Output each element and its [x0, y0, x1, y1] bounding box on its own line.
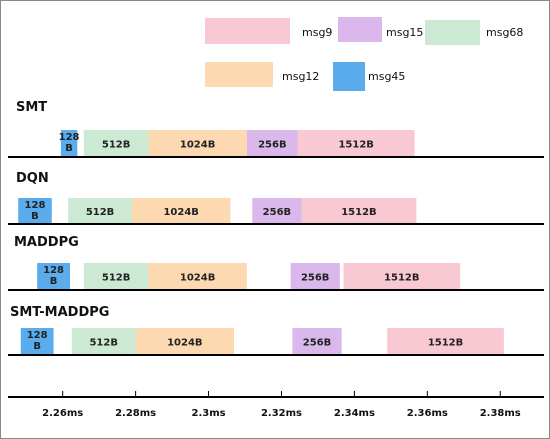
block-msg68 — [68, 198, 132, 224]
block-msg45 — [20, 328, 54, 355]
axis-tick-label: 2.26ms — [42, 408, 83, 419]
block-msg15 — [246, 130, 298, 157]
block-label: B — [33, 341, 41, 352]
block-msg45 — [37, 263, 70, 290]
block-msg12 — [135, 328, 235, 355]
block-msg9 — [297, 130, 415, 157]
legend-label-msg9: msg9 — [302, 26, 332, 39]
block-label: 1512B — [341, 207, 376, 218]
block-msg9 — [343, 263, 461, 290]
block-label: 256B — [303, 338, 332, 349]
block-label: 128 — [27, 330, 48, 341]
block-label: 1024B — [180, 140, 215, 151]
block-msg12 — [148, 263, 247, 290]
block-msg12 — [131, 198, 231, 224]
legend-swatch-msg68 — [425, 20, 480, 45]
block-label: B — [31, 211, 39, 222]
axis-tick-label: 2.34ms — [334, 408, 375, 419]
block-msg68 — [71, 328, 136, 355]
block-label: 256B — [301, 273, 330, 284]
block-label: 256B — [263, 207, 292, 218]
legend: msg9 msg15 msg68 msg12 msg45 — [205, 17, 523, 91]
block-msg45 — [18, 198, 52, 224]
block-msg9 — [301, 198, 417, 224]
block-msg15 — [292, 328, 342, 355]
row-title: SMT — [16, 100, 47, 115]
block-label: 256B — [258, 140, 287, 151]
axis-tick-label: 2.38ms — [480, 408, 521, 419]
block-label: 512B — [102, 273, 131, 284]
block-label: B — [50, 276, 58, 287]
block-label: 512B — [86, 207, 115, 218]
block-label: 1024B — [167, 338, 202, 349]
block-label: B — [65, 143, 73, 154]
block-label: 512B — [102, 140, 131, 151]
legend-swatch-msg15 — [338, 17, 382, 42]
block-msg15 — [290, 263, 340, 290]
row-title: MADDPG — [14, 235, 79, 250]
legend-swatch-msg45 — [333, 62, 365, 91]
block-label: 512B — [89, 338, 118, 349]
legend-label-msg68: msg68 — [486, 26, 523, 39]
row-title: DQN — [16, 171, 49, 186]
legend-label-msg12: msg12 — [282, 70, 319, 83]
legend-swatch-msg9 — [205, 18, 290, 44]
block-label: 1512B — [428, 338, 463, 349]
legend-label-msg15: msg15 — [386, 26, 423, 39]
axis-tick-label: 2.3ms — [191, 408, 225, 419]
block-msg45 — [60, 130, 78, 157]
axis-tick-label: 2.28ms — [115, 408, 156, 419]
block-label: 128 — [59, 132, 80, 143]
block-label: 128 — [43, 265, 64, 276]
block-msg15 — [252, 198, 302, 224]
block-label: 128 — [25, 200, 46, 211]
block-label: 1024B — [180, 273, 215, 284]
block-label: 1512B — [338, 140, 373, 151]
axis-tick-label: 2.36ms — [407, 408, 448, 419]
block-label: 1024B — [163, 207, 198, 218]
block-msg68 — [83, 130, 149, 157]
block-msg68 — [83, 263, 149, 290]
block-msg12 — [148, 130, 247, 157]
time-axis: 2.26ms 2.28ms 2.3ms 2.32ms 2.34ms 2.36ms 2.38m… — [8, 391, 544, 419]
block-label: 1512B — [384, 273, 419, 284]
block-msg9 — [387, 328, 504, 355]
row-title: SMT-MADDPG — [10, 305, 109, 320]
legend-swatch-msg12 — [205, 62, 273, 87]
axis-tick-label: 2.32ms — [261, 408, 302, 419]
legend-label-msg45: msg45 — [368, 70, 405, 83]
